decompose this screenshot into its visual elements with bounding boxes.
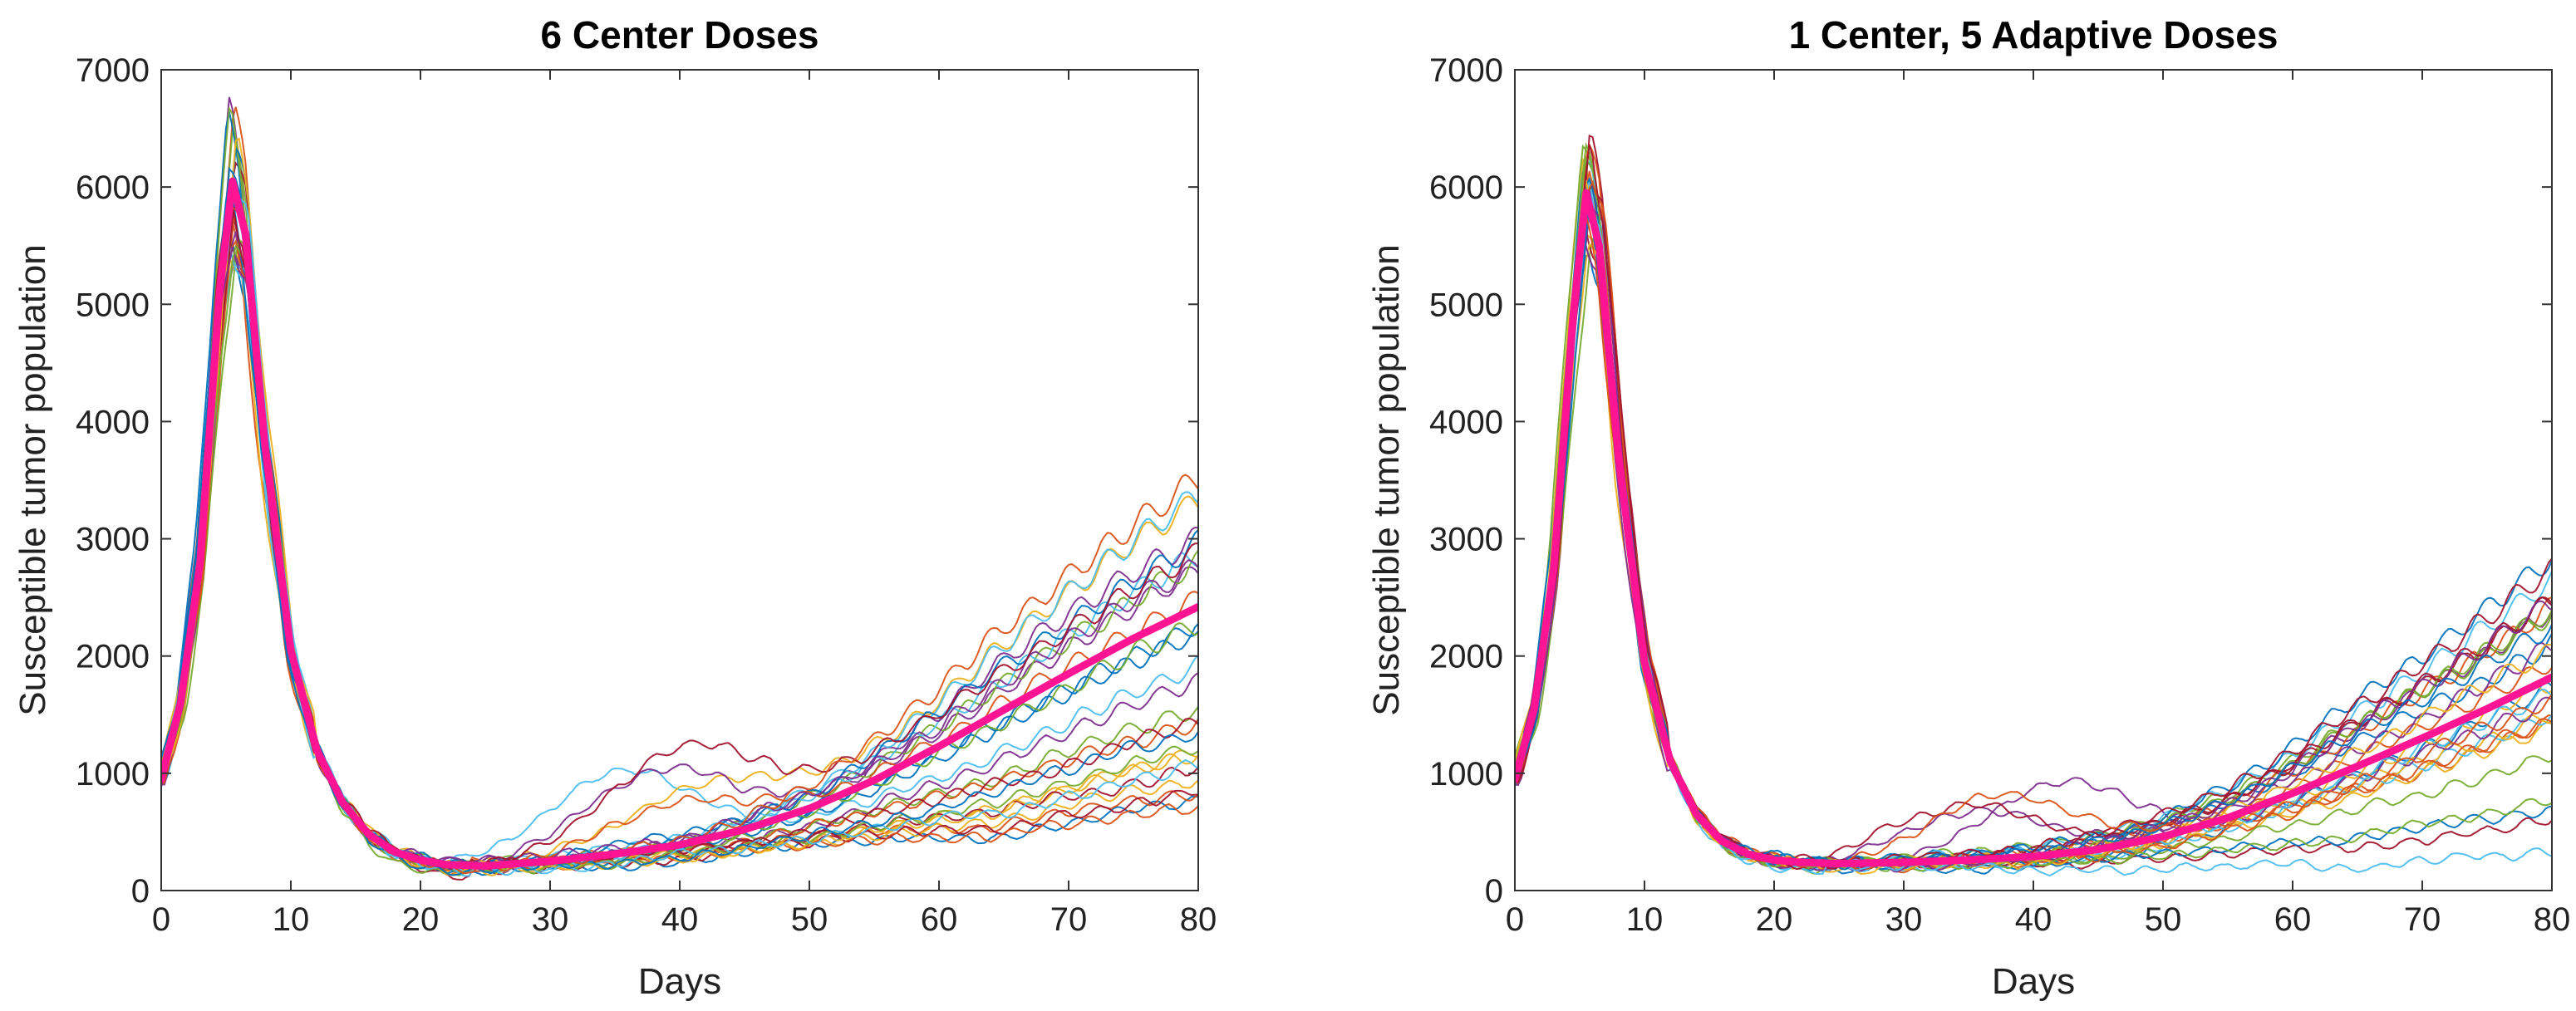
x-tick-label: 50 xyxy=(2145,901,2182,938)
y-tick-label: 0 xyxy=(131,873,150,910)
x-tick-label: 70 xyxy=(2404,901,2441,938)
run-line xyxy=(161,199,1198,871)
x-tick-label: 20 xyxy=(1756,901,1793,938)
run-line xyxy=(1515,228,2552,869)
run-line xyxy=(161,192,1198,873)
y-tick-label: 2000 xyxy=(76,639,150,675)
run-line xyxy=(161,204,1198,869)
run-line xyxy=(1515,206,2552,873)
run-line xyxy=(161,247,1198,864)
run-line xyxy=(161,238,1198,873)
x-axis-label: Days xyxy=(1992,961,2075,1002)
y-tick-label: 3000 xyxy=(76,522,150,558)
x-tick-label: 40 xyxy=(661,901,699,938)
run-line xyxy=(161,166,1198,876)
chart-title: 1 Center, 5 Adaptive Doses xyxy=(1789,13,2279,56)
x-tick-label: 0 xyxy=(152,901,170,938)
x-tick-label: 80 xyxy=(1180,901,1217,938)
y-tick-label: 7000 xyxy=(1429,52,1503,89)
x-tick-label: 0 xyxy=(1506,901,1524,938)
run-line xyxy=(1515,202,2552,873)
mean-line xyxy=(161,177,1198,870)
y-tick-label: 6000 xyxy=(76,169,150,206)
run-line xyxy=(161,187,1198,877)
individual-runs xyxy=(161,96,1198,881)
plot-frame xyxy=(160,69,1199,891)
mean-line xyxy=(1515,189,2552,867)
x-tick-label: 30 xyxy=(532,901,569,938)
x-tick-label: 80 xyxy=(2534,901,2571,938)
y-tick-label: 4000 xyxy=(76,404,150,440)
y-tick-label: 6000 xyxy=(1429,169,1503,206)
y-tick-label: 2000 xyxy=(1429,639,1503,675)
chart-panel-right: 1 Center, 5 Adaptive Doses Days Suscepti… xyxy=(1366,13,2570,1002)
y-tick-label: 0 xyxy=(1485,873,1503,910)
chart-panel-left: 6 Center Doses Days Susceptible tumor po… xyxy=(12,13,1217,1002)
y-axis-label: Susceptible tumor population xyxy=(1366,244,1407,715)
x-tick-label: 60 xyxy=(921,901,958,938)
x-tick-label: 60 xyxy=(2274,901,2312,938)
y-tick-label: 7000 xyxy=(76,52,150,89)
run-line xyxy=(161,213,1198,871)
x-axis-label: Days xyxy=(638,961,721,1002)
run-line xyxy=(161,243,1198,874)
y-tick-label: 4000 xyxy=(1429,404,1503,440)
x-tick-label: 30 xyxy=(1885,901,1923,938)
y-tick-label: 5000 xyxy=(1429,287,1503,323)
run-line xyxy=(161,255,1198,874)
run-line xyxy=(161,206,1198,875)
x-tick-label: 70 xyxy=(1050,901,1088,938)
run-line xyxy=(161,197,1198,873)
run-line xyxy=(161,161,1198,881)
x-tick-label: 40 xyxy=(2015,901,2052,938)
run-line xyxy=(161,253,1198,866)
y-tick-label: 1000 xyxy=(76,756,150,793)
run-line xyxy=(161,244,1198,876)
run-line xyxy=(161,238,1198,872)
chart-title: 6 Center Doses xyxy=(541,13,819,56)
x-tick-label: 50 xyxy=(791,901,828,938)
run-line xyxy=(1515,225,2552,869)
y-axis-label: Susceptible tumor population xyxy=(12,244,53,715)
x-tick-label: 20 xyxy=(402,901,440,938)
x-tick-label: 10 xyxy=(1626,901,1664,938)
y-tick-label: 3000 xyxy=(1429,522,1503,558)
y-tick-label: 1000 xyxy=(1429,756,1503,793)
run-line xyxy=(1515,237,2552,875)
y-tick-label: 5000 xyxy=(76,287,150,323)
run-line xyxy=(161,260,1198,871)
x-tick-label: 10 xyxy=(273,901,310,938)
